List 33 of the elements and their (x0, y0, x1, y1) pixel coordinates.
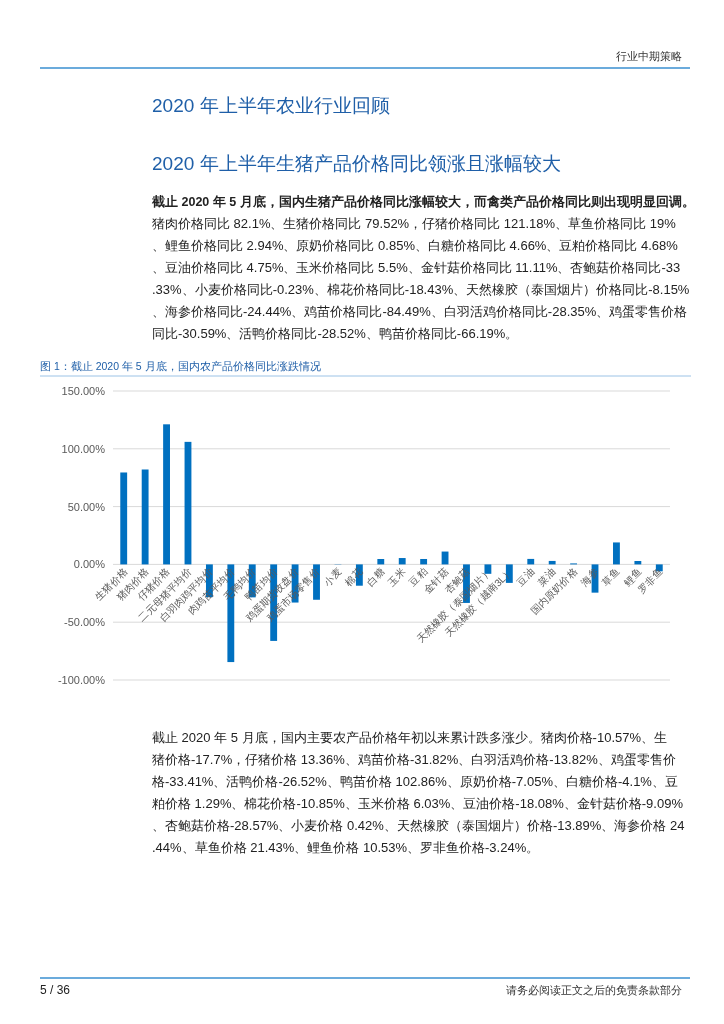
y-tick-label: -100.00% (57, 674, 106, 686)
x-tick-label: 棉花 (342, 566, 365, 588)
chart-title: 图 1：截止 2020 年 5 月底，国内农产品价格同比涨跌情况 (40, 360, 321, 372)
bar (505, 564, 513, 583)
y-tick-label: -50.00% (64, 616, 106, 629)
bar (163, 424, 170, 565)
x-tick-label: 海参 (578, 566, 601, 588)
y-tick-label: 50.00% (67, 500, 106, 513)
text: 2020 年上半年农业行业回顾 (152, 95, 390, 116)
text: 2020 年上半年生猪产品价格同比领涨且涨幅较大 (152, 153, 561, 174)
text: 猪肉价格同比 82.1%、生猪价格同比 79.52%，仔猪价格同比 121.18%、草鱼价格同比 19%、鲤鱼价格同比 2.94%、原奶价格同比 0.85%、白糖价格同比 4.66%、豆粕价格同比 4.68%、豆油价格同比 4.75%、玉米价格同比 5.5%、金针菇价格同比 11.11%、杏鲍菇价格同比-33.33%、小麦价格同比-0.23%、棉花价格同比-18.43%、天然橡胶（泰国烟片）价格同比-8.15%、海参价格同比-24.44%、鸡苗价格同比-84.49%、白羽活鸡价格同比-28.35%、鸡蛋零售价格同比-30.59%、活鸭价格同比-28.52%、鸭苗价格同比-66.19%。 (152, 216, 690, 341)
bar (398, 558, 406, 565)
bar (527, 558, 535, 565)
x-tick-label: 小麦 (321, 566, 344, 588)
y-tick-label: 150.00% (61, 385, 106, 397)
bar (377, 559, 385, 565)
y-tick-label: 100.00% (61, 442, 106, 455)
y-tick-label: 0.00% (73, 558, 106, 571)
x-tick-label: 草鱼 (599, 566, 622, 588)
bar (420, 558, 428, 565)
text: 请务必阅读正文之后的免责条款部分 (506, 984, 682, 996)
bar (634, 561, 642, 565)
text: 行业中期策略 (616, 50, 682, 62)
x-tick-label: 白糖 (364, 566, 387, 588)
x-tick-label: 玉米 (385, 566, 408, 588)
x-tick-label: 豆油 (514, 566, 537, 588)
bar (141, 469, 149, 565)
text: 截止 2020 年 5 月底，国内生猪产品价格同比涨幅较大，而禽类产品价格同比则出现明显回调。 (151, 194, 695, 209)
bar (484, 564, 492, 574)
bar (613, 542, 620, 565)
text: 截止 2020 年 5 月底，国内主要农产品价格年初以来累计跌多涨少。猪肉价格-10.57%、生猪价格-17.7%，仔猪价格 13.36%、鸡苗价格-31.82%、白羽活鸡价格-13.82%、鸡蛋零售价格-33.41%、活鸭价格-26.52%、鸭苗价格 102.86%、原奶价格-7.05%、白糖价格-4.1%、豆粕价格 1.29%、棉花价格-10.85%、玉米价格 6.03%、豆油价格-18.08%、金针菇价格-9.09%、杏鲍菇价格-28.57%、小麦价格 0.42%、天然橡胶（泰国烟片）价格-13.89%、海参价格 24.44%、草鱼价格 21.43%、鲤鱼价格 10.53%、罗非鱼价格-3.24%。 (151, 730, 685, 855)
text: 5 / 36 (40, 983, 71, 997)
bar (120, 472, 128, 565)
